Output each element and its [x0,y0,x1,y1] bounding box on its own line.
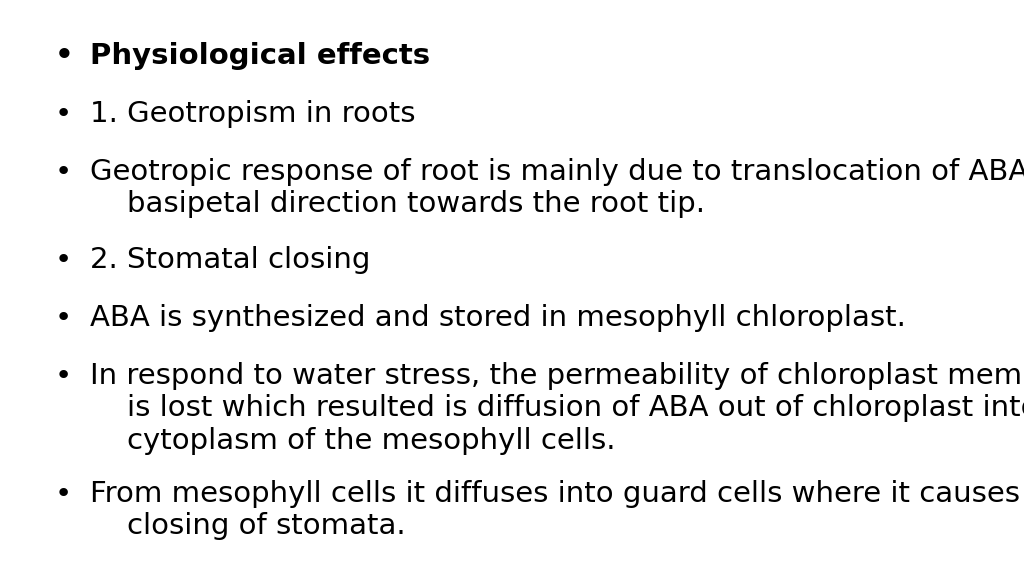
Text: •: • [55,246,73,274]
Text: •: • [55,362,73,390]
Text: Physiological effects: Physiological effects [90,42,430,70]
Text: •: • [55,158,73,186]
Text: From mesophyll cells it diffuses into guard cells where it causes
    closing of: From mesophyll cells it diffuses into gu… [90,480,1020,540]
Text: ABA is synthesized and stored in mesophyll chloroplast.: ABA is synthesized and stored in mesophy… [90,304,906,332]
Text: •: • [55,304,73,332]
Text: 2. Stomatal closing: 2. Stomatal closing [90,246,371,274]
Text: •: • [55,480,73,508]
Text: •: • [55,100,73,128]
Text: 1. Geotropism in roots: 1. Geotropism in roots [90,100,416,128]
Text: In respond to water stress, the permeability of chloroplast membrane
    is lost: In respond to water stress, the permeabi… [90,362,1024,455]
Text: •: • [55,42,74,70]
Text: Geotropic response of root is mainly due to translocation of ABA in
    basipeta: Geotropic response of root is mainly due… [90,158,1024,218]
